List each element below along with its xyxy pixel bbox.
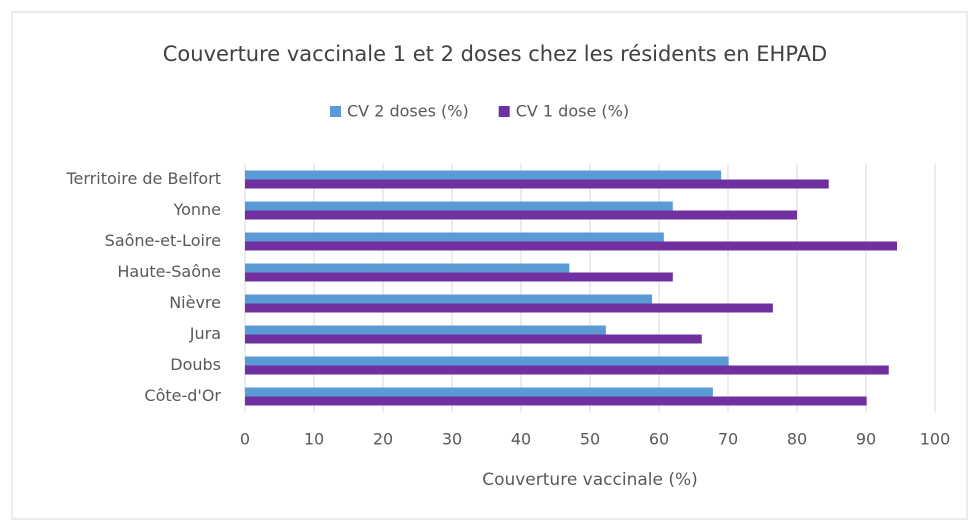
y-tick-label: Jura <box>189 324 221 343</box>
legend-swatch <box>330 106 341 117</box>
y-tick-label: Nièvre <box>169 293 221 312</box>
legend-swatch <box>498 106 510 117</box>
x-tick-label: 40 <box>511 430 531 449</box>
bar <box>245 387 713 397</box>
y-tick-label: Côte-d'Or <box>144 386 221 405</box>
bar <box>245 356 729 366</box>
y-tick-label: Haute-Saône <box>117 262 221 281</box>
x-tick-label: 30 <box>442 430 462 449</box>
bar <box>245 179 829 189</box>
legend-label: CV 2 doses (%) <box>347 102 469 121</box>
y-tick-label: Saône-et-Loire <box>105 231 221 250</box>
x-tick-label: 90 <box>856 430 876 449</box>
x-tick-label: 60 <box>649 430 669 449</box>
x-axis-title: Couverture vaccinale (%) <box>482 470 698 490</box>
chart-title: Couverture vaccinale 1 et 2 doses chez l… <box>163 42 827 66</box>
bar <box>245 334 702 344</box>
y-tick-label: Yonne <box>172 200 221 219</box>
bar <box>245 210 797 220</box>
bar <box>245 232 664 242</box>
bar <box>245 170 722 180</box>
x-tick-label: 10 <box>304 430 324 449</box>
y-tick-label: Territoire de Belfort <box>65 169 221 188</box>
bar <box>245 272 673 282</box>
x-tick-label: 80 <box>787 430 807 449</box>
bar <box>245 325 606 335</box>
bar <box>245 303 773 313</box>
bar <box>245 263 570 273</box>
bar <box>245 294 653 304</box>
bar <box>245 201 673 211</box>
x-tick-label: 50 <box>580 430 600 449</box>
x-tick-label: 20 <box>373 430 393 449</box>
legend-label: CV 1 dose (%) <box>516 102 629 121</box>
x-tick-label: 70 <box>718 430 738 449</box>
x-tick-label: 100 <box>920 430 951 449</box>
bar <box>245 396 867 406</box>
bar <box>245 241 898 251</box>
y-tick-label: Doubs <box>170 355 221 374</box>
bar <box>245 365 889 375</box>
x-tick-label: 0 <box>240 430 250 449</box>
